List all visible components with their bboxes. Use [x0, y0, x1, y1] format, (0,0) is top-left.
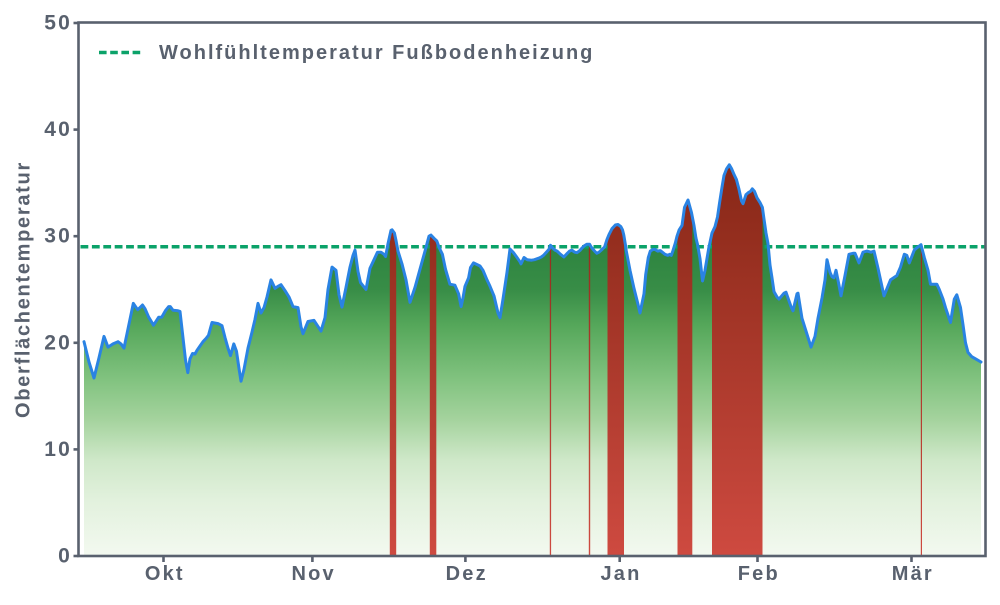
svg-text:Feb: Feb — [738, 563, 780, 585]
svg-text:Wohlfühltemperatur Fußbodenhei: Wohlfühltemperatur Fußbodenheizung — [159, 42, 594, 64]
svg-text:10: 10 — [44, 438, 72, 461]
svg-text:50: 50 — [44, 12, 72, 35]
svg-text:30: 30 — [44, 225, 72, 248]
svg-text:0: 0 — [58, 545, 72, 568]
svg-text:Mär: Mär — [892, 563, 934, 585]
svg-text:40: 40 — [44, 118, 72, 141]
svg-text:Oberflächentemperatur: Oberflächentemperatur — [13, 161, 35, 418]
svg-text:Okt: Okt — [145, 563, 185, 585]
svg-text:Jan: Jan — [600, 563, 641, 585]
svg-text:20: 20 — [44, 331, 72, 354]
svg-text:Dez: Dez — [446, 563, 488, 585]
svg-text:Nov: Nov — [292, 563, 336, 585]
